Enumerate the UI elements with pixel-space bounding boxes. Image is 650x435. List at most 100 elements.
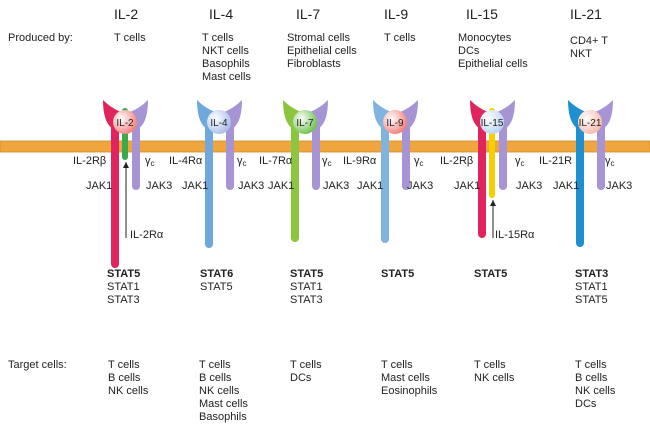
producer-cell: NKT cells [202, 45, 249, 57]
target-cell: NK cells [108, 385, 149, 397]
target-cells-list: T cells B cells NK cells [108, 359, 148, 398]
stat-list: STAT3 STAT1 STAT5 [575, 268, 608, 307]
target-cell: Mast cells [199, 398, 248, 410]
produced-by-list: T cells NKT cells Basophils Mast cells [202, 32, 251, 84]
stat-item: STAT5 [381, 268, 415, 280]
target-cell: T cells [108, 359, 140, 371]
receptor-chain-label: IL-4Rα [169, 155, 203, 167]
jak-label: JAK3 [407, 180, 434, 192]
target-cell: Mast cells [381, 372, 430, 384]
producer-cell: Fibroblasts [287, 58, 341, 70]
receptor-specific-chain [111, 118, 119, 268]
producer-cell: Mast cells [202, 71, 251, 83]
cytokine-ligand [480, 110, 504, 134]
gamma-chain-label: γc [322, 155, 332, 168]
target-cells-list: T cells B cells NK cells DCs [575, 359, 615, 411]
producer-cell: DCs [458, 45, 480, 57]
receptor-specific-chain [576, 118, 584, 247]
producer-cell: T cells [114, 32, 146, 44]
target-cell: B cells [108, 372, 141, 384]
cytokine-ligand [578, 110, 602, 134]
receptor-chain-label: IL-2Rβ [73, 155, 107, 167]
stat-item: STAT5 [474, 268, 508, 280]
stat-item: STAT1 [107, 281, 140, 293]
target-cell: T cells [199, 359, 231, 371]
stat-item: STAT5 [200, 281, 233, 293]
produced-by-row-label: Produced by: [8, 32, 73, 44]
producer-cell: Basophils [202, 58, 250, 70]
target-cells-list: T cells B cells NK cells Mast cells Baso… [199, 359, 248, 424]
target-cell: B cells [575, 372, 608, 384]
receptor-chain-label: IL-21R [539, 155, 573, 167]
target-cell: NK cells [474, 372, 515, 384]
stat-list: STAT6 STAT5 [200, 268, 233, 294]
stat-list: STAT5 [474, 268, 507, 281]
gamma-chain [402, 118, 410, 190]
stat-item: STAT3 [575, 268, 609, 280]
cytokine-name: IL-4 [209, 6, 234, 22]
stat-list: STAT5 STAT1 STAT3 [290, 268, 323, 307]
producer-cell: Monocytes [458, 32, 512, 44]
stat-item: STAT1 [290, 281, 323, 293]
target-cells-row-label: Target cells: [8, 359, 67, 371]
producer-cell: Epithelial cells [287, 45, 357, 57]
stat-item: STAT5 [107, 268, 141, 280]
stat-item: STAT1 [575, 281, 608, 293]
target-cell: NK cells [575, 385, 616, 397]
jak-label: JAK1 [86, 180, 113, 192]
target-cell: DCs [290, 372, 312, 384]
produced-by-list: CD4+ T NKT [570, 35, 608, 61]
alpha-chain-arrowhead [490, 200, 496, 206]
stat-item: STAT5 [575, 294, 608, 306]
target-cell: T cells [575, 359, 607, 371]
producer-cell: Epithelial cells [458, 58, 528, 70]
receptor-specific-chain [291, 118, 299, 242]
target-cell: T cells [381, 359, 413, 371]
jak-label: JAK1 [454, 180, 481, 192]
producer-cell: Stromal cells [287, 32, 350, 44]
stat-list: STAT5 STAT1 STAT3 [107, 268, 140, 307]
stat-item: STAT3 [290, 294, 323, 306]
jak-label: JAK1 [553, 180, 580, 192]
receptor-specific-chain [205, 118, 213, 248]
cell-membrane [0, 140, 650, 153]
cytokine-name: IL-7 [296, 6, 321, 22]
ligand-label: IL-4 [210, 118, 228, 129]
gamma-chain-label: γc [237, 155, 247, 168]
receptor-chain-label: IL-2Rβ [440, 155, 474, 167]
alpha-chain-arrowhead [123, 162, 129, 168]
ligand-label: IL-15 [481, 118, 504, 129]
cytokine-name: IL-15 [466, 6, 498, 22]
receptor-specific-chain [478, 118, 486, 238]
target-cell: T cells [290, 359, 322, 371]
stat-item: STAT3 [107, 294, 140, 306]
gamma-chain [132, 118, 140, 190]
gamma-chain-label: γc [145, 155, 155, 168]
target-cells-list: T cells Mast cells Eosinophils [381, 359, 437, 398]
gamma-chain-label: γc [414, 155, 424, 168]
jak-label: JAK3 [606, 180, 633, 192]
stat-item: STAT6 [200, 268, 234, 280]
target-cell: Eosinophils [381, 385, 438, 397]
producer-cell: T cells [384, 32, 416, 44]
producer-cell: CD4+ T [570, 35, 609, 47]
ligand-label: IL-2 [116, 118, 134, 129]
target-cell: B cells [199, 372, 232, 384]
ligand-label: IL-21 [579, 118, 602, 129]
jak-label: JAK3 [516, 180, 543, 192]
receptor-chain-label: IL-7Rα [259, 155, 293, 167]
cytokine-ligand [383, 110, 407, 134]
receptor-specific-chain [381, 118, 389, 243]
cytokine-ligand [293, 110, 317, 134]
gamma-chain-label: γc [515, 155, 525, 168]
gamma-chain [226, 118, 234, 190]
ligand-label: IL-9 [386, 118, 404, 129]
ligand-label: IL-7 [296, 118, 314, 129]
alpha-chain-label: IL-15Rα [495, 229, 535, 241]
target-cell: Basophils [199, 411, 247, 423]
produced-by-list: T cells [384, 32, 416, 45]
gamma-chain [597, 118, 605, 190]
cytokine-ligand [207, 110, 231, 134]
jak-label: JAK3 [238, 180, 265, 192]
